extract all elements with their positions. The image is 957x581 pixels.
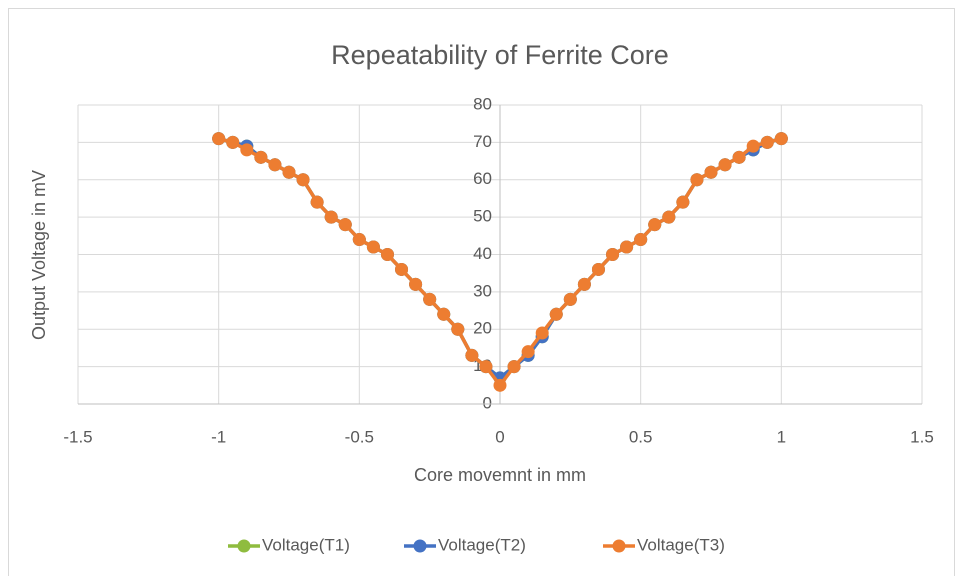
marker bbox=[718, 158, 732, 172]
marker bbox=[226, 135, 240, 149]
y-tick-label: 60 bbox=[473, 169, 492, 188]
marker bbox=[352, 233, 366, 247]
marker bbox=[423, 292, 437, 306]
marker bbox=[535, 326, 549, 340]
marker bbox=[634, 233, 648, 247]
marker bbox=[296, 173, 310, 187]
legend-label: Voltage(T1) bbox=[262, 535, 350, 554]
marker bbox=[549, 307, 563, 321]
legend-label: Voltage(T2) bbox=[438, 535, 526, 554]
marker bbox=[479, 360, 493, 374]
x-tick-label: -1 bbox=[211, 427, 226, 446]
marker bbox=[521, 345, 535, 359]
legend-marker bbox=[413, 539, 427, 553]
marker bbox=[324, 210, 338, 224]
legend-marker bbox=[612, 539, 626, 553]
x-tick-label: -1.5 bbox=[63, 427, 92, 446]
marker bbox=[746, 139, 760, 153]
y-tick-label: 80 bbox=[473, 94, 492, 113]
marker bbox=[310, 195, 324, 209]
legend-item: Voltage(T1) bbox=[228, 535, 350, 554]
marker bbox=[507, 360, 521, 374]
chart-title: Repeatability of Ferrite Core bbox=[331, 40, 669, 70]
marker bbox=[465, 348, 479, 362]
y-axis-label: Output Voltage in mV bbox=[29, 170, 49, 340]
marker bbox=[409, 277, 423, 291]
marker bbox=[395, 262, 409, 276]
y-tick-label: 70 bbox=[473, 132, 492, 151]
legend-label: Voltage(T3) bbox=[637, 535, 725, 554]
y-tick-label: 40 bbox=[473, 244, 492, 263]
marker bbox=[662, 210, 676, 224]
marker bbox=[648, 218, 662, 232]
marker bbox=[606, 248, 620, 261]
legend-item: Voltage(T2) bbox=[404, 535, 526, 554]
x-tick-label: 1 bbox=[777, 427, 786, 446]
x-tick-label: 0 bbox=[495, 427, 504, 446]
marker bbox=[760, 135, 774, 149]
x-tick-label: 1.5 bbox=[910, 427, 934, 446]
marker bbox=[493, 378, 507, 392]
marker bbox=[380, 248, 394, 261]
marker bbox=[732, 150, 746, 164]
marker bbox=[704, 165, 718, 179]
marker bbox=[338, 218, 352, 232]
marker bbox=[437, 307, 451, 321]
y-tick-label: 50 bbox=[473, 207, 492, 226]
marker bbox=[676, 195, 690, 209]
x-tick-label: -0.5 bbox=[345, 427, 374, 446]
marker bbox=[282, 165, 296, 179]
marker bbox=[690, 173, 704, 187]
marker bbox=[366, 240, 380, 254]
marker bbox=[451, 322, 465, 336]
marker bbox=[212, 132, 226, 146]
marker bbox=[254, 150, 268, 164]
legend-marker bbox=[237, 539, 251, 553]
x-tick-label: 0.5 bbox=[629, 427, 653, 446]
marker bbox=[563, 292, 577, 306]
chart-frame bbox=[8, 8, 955, 579]
x-axis-label: Core movemnt in mm bbox=[414, 465, 586, 485]
marker bbox=[240, 143, 254, 157]
marker bbox=[620, 240, 634, 254]
y-tick-label: 30 bbox=[473, 281, 492, 300]
y-tick-label: 0 bbox=[483, 393, 492, 412]
marker bbox=[268, 158, 282, 172]
marker bbox=[774, 132, 788, 146]
marker bbox=[591, 262, 605, 276]
y-tick-label: 20 bbox=[473, 319, 492, 338]
marker bbox=[577, 277, 591, 291]
legend-item: Voltage(T3) bbox=[603, 535, 725, 554]
